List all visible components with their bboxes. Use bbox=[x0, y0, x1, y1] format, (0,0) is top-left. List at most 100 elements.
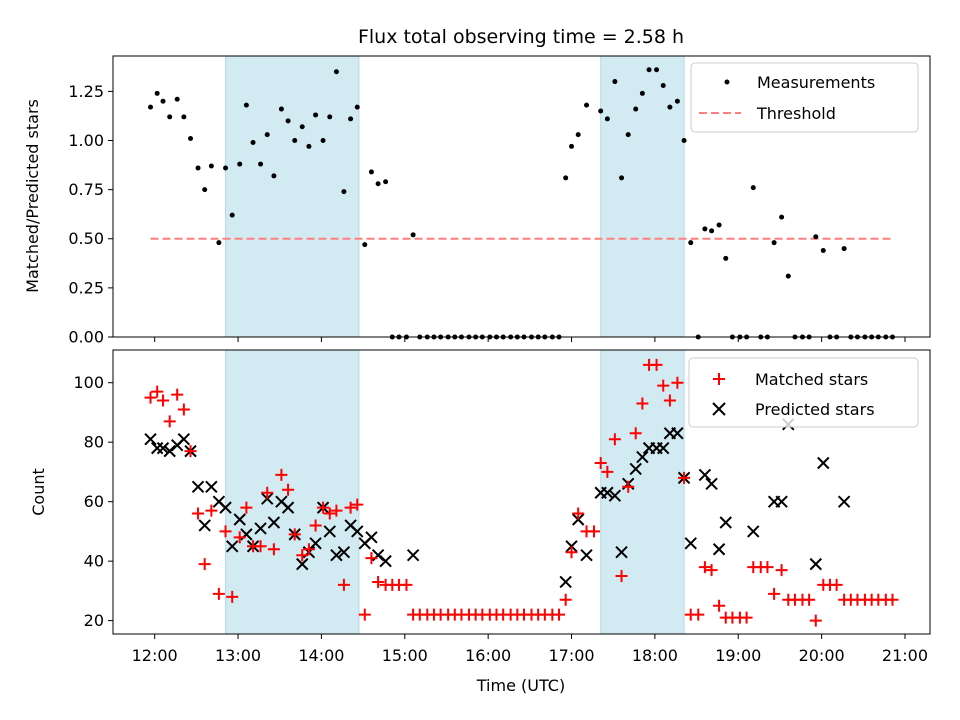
measurement-point bbox=[612, 79, 618, 85]
x-axis-label: Time (UTC) bbox=[476, 676, 565, 695]
matched-point bbox=[171, 388, 184, 401]
predicted-point bbox=[775, 495, 788, 508]
matched-point bbox=[692, 608, 705, 621]
measurement-point bbox=[292, 137, 298, 143]
predicted-point bbox=[296, 557, 309, 571]
measurement-point bbox=[688, 240, 694, 246]
matched-point bbox=[205, 504, 218, 517]
matched-point bbox=[184, 445, 197, 458]
predicted-point bbox=[177, 433, 191, 446]
predicted-point bbox=[163, 444, 176, 458]
matched-point bbox=[212, 587, 225, 600]
matched-point bbox=[553, 608, 566, 621]
matched-point bbox=[830, 578, 843, 591]
measurement-point bbox=[375, 181, 381, 187]
matched-point bbox=[192, 507, 205, 520]
measurement-point bbox=[633, 106, 639, 112]
top-legend-box bbox=[690, 62, 919, 133]
measurement-point bbox=[410, 232, 416, 238]
top-axes-frame bbox=[112, 55, 931, 338]
measurement-point bbox=[820, 248, 826, 254]
measurement-point bbox=[181, 114, 187, 120]
top-x-ticks bbox=[154, 337, 906, 342]
matched-point bbox=[330, 504, 343, 517]
matched-point bbox=[365, 552, 378, 565]
measurement-point bbox=[771, 240, 777, 246]
measurement-point bbox=[584, 102, 590, 108]
matched-point bbox=[144, 391, 157, 404]
matched-point bbox=[261, 486, 274, 499]
measurement-point bbox=[362, 242, 368, 248]
y-tick-label: 0.00 bbox=[68, 328, 104, 347]
predicted-point bbox=[323, 525, 336, 538]
matched-point bbox=[302, 543, 315, 556]
matched-point bbox=[775, 564, 788, 577]
measurement-point bbox=[681, 137, 687, 143]
measurement-point bbox=[619, 175, 625, 181]
measurement-point bbox=[674, 98, 680, 104]
matched-point bbox=[157, 394, 170, 407]
matched-point bbox=[219, 525, 232, 538]
predicted-point bbox=[559, 575, 572, 589]
x-tick-label: 17:00 bbox=[548, 646, 594, 665]
matched-point bbox=[761, 561, 774, 574]
measurement-point bbox=[306, 143, 312, 149]
measurement-point bbox=[160, 98, 166, 104]
x-tick-label: 18:00 bbox=[632, 646, 678, 665]
matched-point bbox=[351, 498, 364, 511]
measurement-point bbox=[229, 212, 235, 218]
matched-point bbox=[671, 376, 684, 389]
matched-point bbox=[608, 433, 621, 446]
matched-point bbox=[233, 531, 246, 544]
measurement-point bbox=[243, 102, 249, 108]
matched-point bbox=[559, 593, 572, 606]
matched-point bbox=[282, 483, 295, 496]
predicted-point bbox=[636, 450, 649, 464]
matched-point bbox=[163, 415, 176, 428]
x-tick-label: 19:00 bbox=[715, 646, 761, 665]
matched-point bbox=[650, 358, 663, 371]
y-tick-label: 0.25 bbox=[68, 278, 104, 297]
legend-marker-predicted bbox=[712, 402, 726, 416]
y-tick-label: 20 bbox=[84, 611, 104, 630]
measurement-point bbox=[271, 173, 277, 179]
predicted-point bbox=[198, 519, 211, 532]
y-tick-label: 100 bbox=[73, 373, 104, 392]
legend-marker-matched bbox=[713, 373, 725, 385]
measurement-point bbox=[575, 132, 581, 138]
matched-point bbox=[565, 546, 578, 559]
measurement-point bbox=[383, 179, 389, 185]
measurement-point bbox=[299, 124, 305, 130]
measurement-point bbox=[285, 118, 291, 124]
measurement-point bbox=[237, 161, 243, 167]
y-tick-label: 80 bbox=[84, 433, 104, 452]
predicted-point bbox=[837, 495, 851, 508]
matched-point bbox=[663, 394, 676, 407]
legend-label-threshold: Threshold bbox=[756, 104, 836, 123]
measurement-point bbox=[188, 136, 194, 142]
matched-point bbox=[177, 403, 190, 416]
matched-point bbox=[254, 540, 267, 553]
x-tick-label: 16:00 bbox=[465, 646, 511, 665]
bottom-legend-box bbox=[688, 357, 919, 428]
predicted-point bbox=[719, 516, 732, 529]
measurement-point bbox=[563, 175, 569, 181]
predicted-point bbox=[144, 433, 157, 446]
y-tick-label: 0.50 bbox=[68, 229, 104, 248]
measurement-point bbox=[195, 165, 201, 171]
measurement-point bbox=[723, 255, 729, 261]
predicted-point bbox=[219, 501, 232, 514]
top-y-axis-label: Matched/Predicted stars bbox=[23, 99, 42, 293]
measurement-point bbox=[716, 222, 722, 228]
predicted-point bbox=[615, 546, 628, 559]
predicted-point bbox=[365, 531, 378, 544]
predicted-point bbox=[156, 441, 170, 455]
measurement-point bbox=[216, 240, 222, 246]
predicted-point bbox=[309, 537, 322, 550]
matched-point bbox=[358, 608, 371, 621]
measurement-point bbox=[154, 90, 160, 96]
measurement-point bbox=[569, 143, 575, 149]
measurement-point bbox=[654, 67, 660, 73]
matched-point bbox=[337, 578, 350, 591]
